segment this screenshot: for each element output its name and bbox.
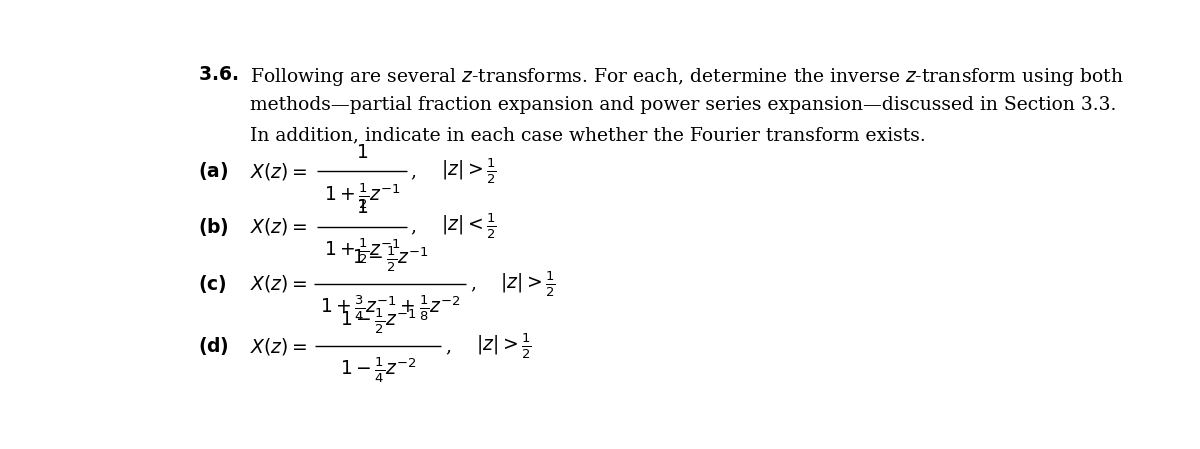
Text: $|z| < \frac{1}{2}$: $|z| < \frac{1}{2}$ xyxy=(442,212,497,242)
Text: $1 - \frac{1}{2}z^{-1}$: $1 - \frac{1}{2}z^{-1}$ xyxy=(352,245,428,274)
Text: $\mathbf{(c)}$: $\mathbf{(c)}$ xyxy=(198,273,227,295)
Text: methods—partial fraction expansion and power series expansion—discussed in Secti: methods—partial fraction expansion and p… xyxy=(251,96,1117,114)
Text: ,: , xyxy=(410,163,416,180)
Text: $X(z) =$: $X(z) =$ xyxy=(251,335,308,357)
Text: In addition, indicate in each case whether the Fourier transform exists.: In addition, indicate in each case wheth… xyxy=(251,126,926,144)
Text: $\mathbf{(d)}$: $\mathbf{(d)}$ xyxy=(198,335,229,357)
Text: ,: , xyxy=(410,218,416,236)
Text: $|z| > \frac{1}{2}$: $|z| > \frac{1}{2}$ xyxy=(499,269,556,299)
Text: ,: , xyxy=(445,337,451,355)
Text: $X(z) =$: $X(z) =$ xyxy=(251,161,308,182)
Text: $1$: $1$ xyxy=(356,144,368,162)
Text: $1 + \frac{1}{2}z^{-1}$: $1 + \frac{1}{2}z^{-1}$ xyxy=(324,181,401,211)
Text: $\mathbf{(b)}$: $\mathbf{(b)}$ xyxy=(198,216,229,238)
Text: $|z| > \frac{1}{2}$: $|z| > \frac{1}{2}$ xyxy=(442,157,497,186)
Text: ,: , xyxy=(470,275,476,293)
Text: $X(z) =$: $X(z) =$ xyxy=(251,273,308,294)
Text: $1 - \frac{1}{4}z^{-2}$: $1 - \frac{1}{4}z^{-2}$ xyxy=(340,356,416,385)
Text: $\mathbf{(a)}$: $\mathbf{(a)}$ xyxy=(198,160,228,182)
Text: $|z| > \frac{1}{2}$: $|z| > \frac{1}{2}$ xyxy=(475,331,532,361)
Text: $\mathbf{3.6.}$: $\mathbf{3.6.}$ xyxy=(198,66,239,84)
Text: $X(z) =$: $X(z) =$ xyxy=(251,216,308,237)
Text: $1 + \frac{1}{2}z^{-1}$: $1 + \frac{1}{2}z^{-1}$ xyxy=(324,237,401,266)
Text: $1$: $1$ xyxy=(356,199,368,217)
Text: $1 - \frac{1}{2}z^{-1}$: $1 - \frac{1}{2}z^{-1}$ xyxy=(340,307,416,336)
Text: $1 + \frac{3}{4}z^{-1} + \frac{1}{8}z^{-2}$: $1 + \frac{3}{4}z^{-1} + \frac{1}{8}z^{-… xyxy=(319,294,461,323)
Text: Following are several $z$-transforms. For each, determine the inverse $z$-transf: Following are several $z$-transforms. Fo… xyxy=(251,66,1124,88)
